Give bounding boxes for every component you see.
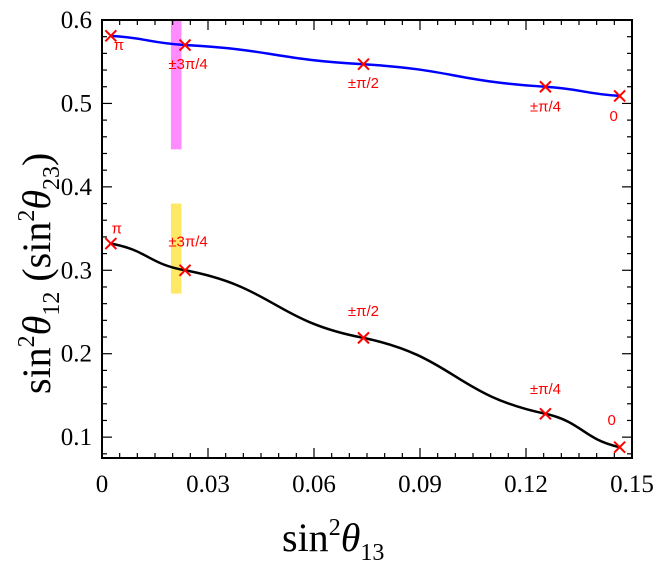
marker-sin2theta12-2 — [357, 331, 370, 345]
marker-stroke — [539, 407, 552, 420]
marker-stroke — [539, 80, 552, 93]
marker-sin2theta12-0 — [104, 237, 118, 250]
svg-text:sin2θ13: sin2θ13 — [282, 515, 384, 563]
y-axis-title-sub: 12 — [39, 292, 65, 316]
point-label-sin2theta23-4: 0 — [609, 108, 617, 125]
marker-sin2theta23-2 — [357, 58, 370, 71]
point-label-sin2theta23-1: ±3π/4 — [168, 56, 207, 73]
x-axis-title-sub: 13 — [360, 540, 384, 563]
y-axis-title-paren-close: ) — [14, 153, 59, 166]
y-axis-title-var-2: θ — [14, 190, 59, 210]
x-tick-label: 0.09 — [398, 471, 442, 498]
marker-stroke — [178, 264, 192, 277]
y-tick-label: 0.1 — [61, 424, 92, 451]
marker-sin2theta23-0 — [104, 29, 118, 43]
theta12-band — [170, 203, 182, 294]
marker-sin2theta23-4 — [613, 89, 626, 103]
y-tick-label: 0.6 — [61, 7, 92, 34]
y-tick-label: 0.5 — [61, 90, 92, 117]
plot-frame — [101, 19, 633, 459]
x-tick-label: 0.06 — [292, 471, 336, 498]
y-axis-title: sin2θ12 (sin2θ23) — [14, 153, 65, 394]
marker-stroke — [104, 29, 118, 43]
marker-stroke — [357, 331, 370, 345]
point-label-sin2theta12-3: ±π/4 — [530, 381, 561, 398]
y-axis-title-var: θ — [14, 316, 59, 336]
marker-stroke — [104, 237, 118, 250]
y-tick-label: 0.4 — [61, 174, 93, 201]
svg-text:sin2θ12 (sin2θ23): sin2θ12 (sin2θ23) — [14, 153, 65, 394]
point-label-sin2theta23-2: ±π/2 — [348, 75, 379, 92]
marker-stroke — [178, 38, 192, 52]
y-tick-label: 0.2 — [61, 341, 92, 368]
point-label-sin2theta12-0: π — [112, 221, 122, 238]
marker-sin2theta12-1 — [178, 264, 192, 277]
point-label-sin2theta12-1: ±3π/4 — [168, 233, 207, 250]
marker-stroke — [613, 440, 626, 454]
markers-layer — [104, 29, 626, 454]
marker-stroke — [357, 58, 370, 71]
marker-sin2theta23-1 — [178, 38, 192, 52]
theta23-band — [170, 20, 182, 150]
x-axis-title-var: θ — [341, 515, 361, 560]
marker-stroke — [613, 89, 626, 103]
x-tick-label: 0.03 — [186, 471, 230, 498]
y-axis-title-sub-2: 23 — [39, 166, 65, 190]
y-axis-title-sup-2: 2 — [14, 210, 40, 222]
y-axis-title-base-2: sin — [14, 222, 59, 269]
y-axis-title-sup: 2 — [14, 335, 40, 347]
point-label-sin2theta23-0: π — [114, 37, 124, 54]
x-tick-label: 0.15 — [610, 471, 654, 498]
bands-layer — [170, 20, 182, 294]
marker-sin2theta12-4 — [613, 440, 626, 454]
y-tick-label: 0.3 — [61, 257, 92, 284]
x-tick-label: 0.12 — [504, 471, 548, 498]
y-axis-title-base: sin — [14, 347, 59, 394]
point-label-sin2theta23-3: ±π/4 — [530, 99, 561, 116]
point-label-sin2theta12-4: 0 — [607, 412, 615, 429]
point-label-sin2theta12-2: ±π/2 — [348, 303, 379, 320]
x-axis-title: sin2θ13 — [282, 515, 384, 563]
x-tick-label: 0 — [96, 471, 109, 498]
x-axis-title-base: sin — [282, 515, 329, 560]
marker-sin2theta23-3 — [539, 80, 552, 93]
point-labels-layer: π ±3π/4 ±π/2 ±π/4 0 π ±3π/4 ±π/2 ±π/4 0 — [112, 37, 618, 429]
marker-sin2theta12-3 — [539, 407, 552, 420]
y-axis-title-paren-open: ( — [14, 268, 59, 291]
x-axis-title-sup: 2 — [329, 515, 341, 541]
